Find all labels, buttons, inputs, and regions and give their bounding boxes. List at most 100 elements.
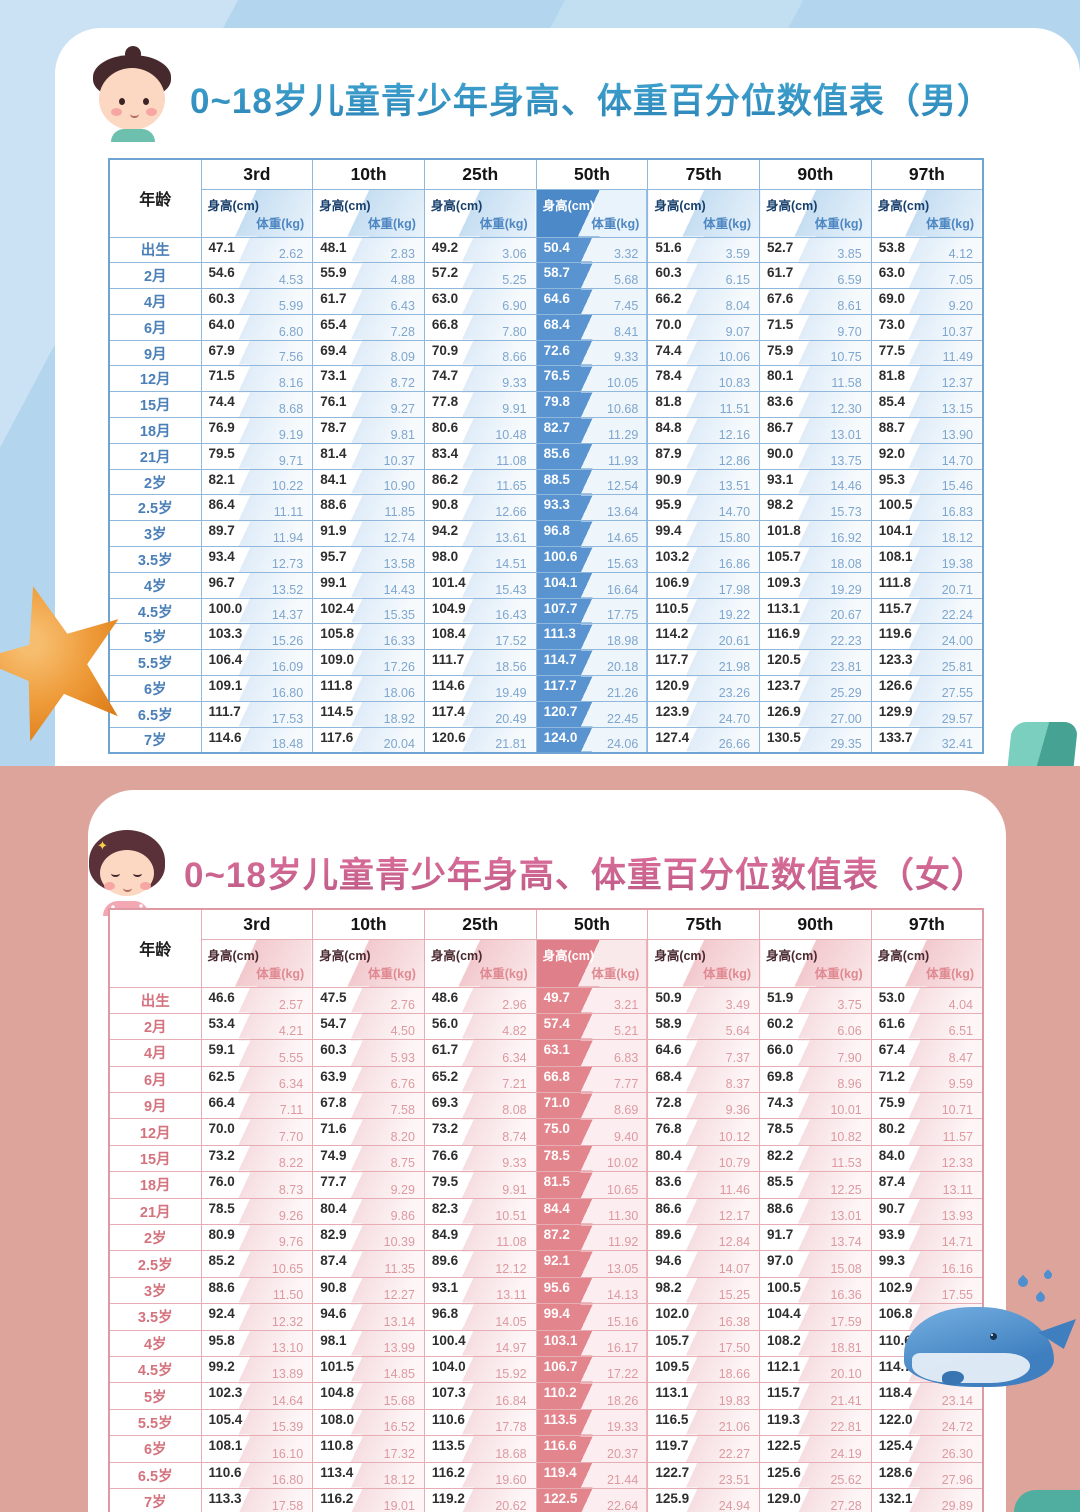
height-weight-cell: 54.7 4.50 (312, 1012, 425, 1041)
height-value: 113.4 (320, 1464, 354, 1480)
height-weight-cell: 93.1 14.46 (759, 468, 872, 496)
height-weight-cell: 86.6 12.17 (647, 1197, 761, 1226)
weight-value: 19.49 (495, 685, 527, 700)
weight-value: 6.76 (390, 1077, 415, 1092)
weight-value: 18.08 (830, 556, 862, 571)
table-row: 2.5岁 85.2 10.65 87.4 11.35 89.6 12.12 92.1 13.05… (108, 1250, 984, 1278)
height-value: 84.1 (320, 471, 347, 487)
height-value: 86.7 (767, 420, 794, 436)
height-weight-cell: 67.8 7.58 (312, 1092, 425, 1120)
table-row: 6月 62.5 6.34 63.9 6.76 65.2 7.21 66.8 7.77 68.4 8.… (108, 1065, 984, 1094)
height-weight-cell: 106.9 17.98 (647, 571, 761, 599)
height-weight-cell: 76.6 9.33 (423, 1144, 537, 1173)
height-weight-cell: 60.3 5.93 (312, 1039, 425, 1067)
percentile-header-75th: 75th (647, 158, 761, 190)
height-value: 76.5 (543, 368, 570, 384)
height-value: 60.2 (767, 1015, 794, 1031)
weight-value: 18.06 (383, 685, 415, 700)
age-cell: 6岁 (108, 675, 202, 702)
height-value: 92.4 (208, 1306, 235, 1322)
height-value: 60.3 (208, 291, 235, 307)
percentile-header-97th: 97th (870, 158, 984, 190)
weight-value: 19.33 (607, 1420, 639, 1435)
age-cell: 5岁 (108, 1382, 202, 1410)
height-weight-cell: 93.4 12.73 (200, 546, 314, 573)
percentile-header-50th: 50th (535, 158, 649, 190)
height-weight-cell: 82.2 11.53 (759, 1144, 872, 1173)
boys-table-title: 0~18岁儿童青少年身高、体重百分位数值表（男） (190, 73, 993, 124)
weight-value: 2.96 (502, 997, 527, 1012)
height-value: 98.1 (320, 1332, 347, 1348)
weight-value: 24.06 (607, 736, 639, 751)
height-value: 87.2 (543, 1227, 570, 1243)
height-value: 95.8 (208, 1332, 235, 1348)
weight-value: 29.35 (830, 736, 862, 751)
girl-eye (111, 870, 120, 877)
weight-value: 5.99 (278, 298, 304, 313)
height-value: 100.6 (543, 549, 578, 565)
height-weight-cell: 105.8 16.33 (312, 623, 425, 651)
height-value: 109.3 (767, 574, 801, 590)
height-value: 103.2 (655, 549, 690, 565)
height-value: 76.0 (208, 1174, 235, 1190)
girl-mouth (123, 884, 132, 892)
height-value: 103.3 (208, 626, 243, 642)
weight-value: 12.12 (495, 1261, 527, 1276)
weight-value: 9.81 (390, 427, 415, 442)
weight-value: 16.09 (271, 660, 304, 675)
weight-value: 14.64 (271, 1393, 304, 1408)
height-weight-cell: 99.2 13.89 (200, 1355, 314, 1384)
height-value: 130.5 (767, 729, 801, 745)
height-weight-cell: 84.4 11.30 (535, 1197, 649, 1226)
age-cell: 6岁 (108, 1435, 202, 1463)
table-row: 6月 64.0 6.80 65.4 7.28 66.8 7.80 68.4 8.41 70.0 9.… (108, 313, 984, 341)
weight-value: 11.93 (607, 453, 639, 468)
weight-unit-label: 体重(kg) (814, 216, 863, 231)
height-weight-cell: 117.7 21.26 (535, 675, 649, 702)
weight-value: 12.16 (718, 427, 751, 442)
weight-value: 4.53 (278, 273, 304, 288)
weight-value: 17.32 (383, 1446, 415, 1461)
boy-face (99, 68, 165, 130)
age-cell: 12月 (108, 1118, 202, 1146)
age-cell: 2岁 (108, 1224, 202, 1252)
height-value: 106.4 (208, 652, 243, 668)
height-value: 117.4 (431, 703, 465, 719)
height-value: 102.4 (320, 600, 354, 616)
weight-value: 21.06 (718, 1420, 751, 1435)
weight-value: 27.28 (830, 1498, 862, 1512)
height-value: 67.4 (878, 1042, 905, 1058)
weight-value: 19.83 (718, 1393, 751, 1408)
height-weight-cell: 66.2 8.04 (647, 288, 761, 315)
weight-value: 25.62 (830, 1472, 862, 1487)
weight-value: 15.46 (941, 479, 973, 494)
weight-value: 3.21 (613, 997, 639, 1012)
height-weight-cell: 116.5 21.06 (647, 1408, 761, 1437)
height-value: 81.8 (878, 368, 905, 384)
height-weight-cell: 63.0 6.90 (423, 288, 537, 315)
height-value: 80.4 (320, 1200, 347, 1216)
height-weight-cell: 54.6 4.53 (200, 262, 314, 290)
height-weight-cell: 129.0 27.28 (759, 1487, 872, 1512)
height-weight-cell: 97.0 15.08 (759, 1250, 872, 1278)
height-value: 80.6 (431, 420, 459, 436)
height-weight-cell: 104.1 18.12 (870, 520, 984, 548)
boys-section: 0~18岁儿童青少年身高、体重百分位数值表（男） 年龄 3rd 10th 25th 50… (0, 0, 1080, 766)
height-value: 111.7 (208, 703, 241, 719)
boy-eye (119, 98, 125, 105)
height-weight-cell: 129.9 29.57 (870, 700, 984, 728)
height-value: 113.1 (655, 1385, 689, 1401)
weight-value: 15.73 (830, 505, 862, 520)
height-value: 111.3 (543, 626, 576, 642)
percentile-header-97th: 97th (870, 908, 984, 940)
height-weight-cell: 116.9 22.23 (759, 623, 872, 651)
height-value: 106.8 (878, 1306, 913, 1322)
height-weight-subheader: 身高(cm) 体重(kg) (200, 938, 314, 988)
weight-value: 4.50 (390, 1024, 415, 1039)
weight-value: 7.58 (390, 1103, 415, 1118)
height-value: 64.6 (655, 1042, 682, 1058)
weight-value: 12.84 (718, 1235, 751, 1250)
height-weight-cell: 64.6 7.45 (535, 288, 649, 315)
height-weight-cell: 105.7 17.50 (647, 1329, 761, 1357)
height-value: 88.5 (543, 471, 570, 487)
